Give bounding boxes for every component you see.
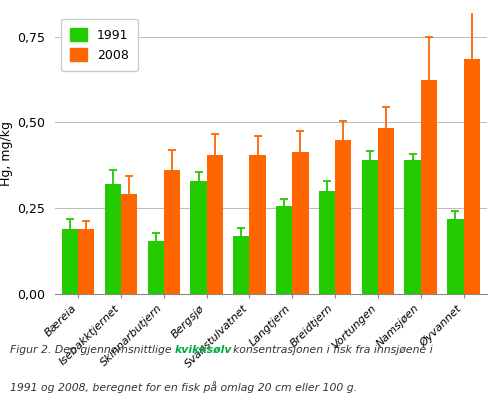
Bar — [378, 128, 394, 294]
Text: 1991 og 2008, beregnet for en fisk på omlag 20 cm eller 100 g.: 1991 og 2008, beregnet for en fisk på om… — [10, 381, 357, 393]
Bar — [148, 241, 164, 294]
Text: kvikksølv: kvikksølv — [175, 345, 233, 355]
Bar — [447, 218, 464, 294]
Bar — [249, 155, 266, 294]
Bar — [105, 184, 121, 294]
Bar — [319, 191, 335, 294]
Bar — [276, 207, 292, 294]
Bar — [405, 160, 420, 294]
Bar — [78, 229, 94, 294]
Bar — [62, 229, 78, 294]
Text: Figur 2. Den gjennomsnittlige: Figur 2. Den gjennomsnittlige — [10, 345, 175, 355]
Legend: 1991, 2008: 1991, 2008 — [61, 19, 138, 71]
Bar — [121, 194, 137, 294]
Bar — [233, 236, 249, 294]
Bar — [420, 79, 437, 294]
Text: konsentrasjonen i fisk fra innsjøene i: konsentrasjonen i fisk fra innsjøene i — [233, 345, 432, 355]
Bar — [292, 152, 309, 294]
Bar — [207, 155, 223, 294]
Bar — [335, 139, 351, 294]
Bar — [464, 59, 480, 294]
Bar — [164, 171, 180, 294]
Y-axis label: Hg, mg/kg: Hg, mg/kg — [0, 121, 13, 186]
Bar — [190, 181, 207, 294]
Bar — [362, 160, 378, 294]
